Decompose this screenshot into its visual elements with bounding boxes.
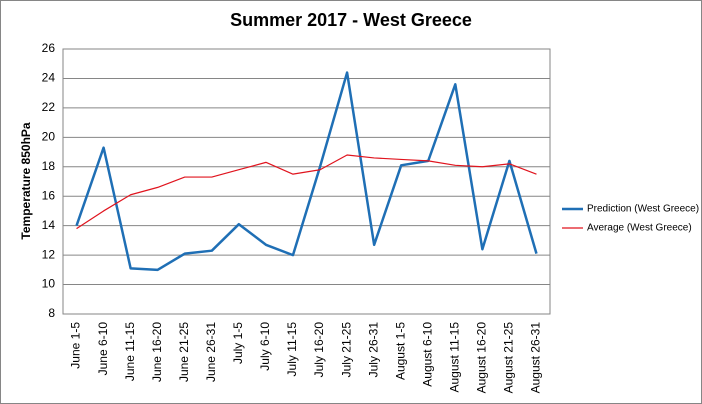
series-line (75, 71, 538, 272)
legend-label: Prediction (West Greece) (587, 204, 699, 215)
x-tick-label: August 16-20 (475, 322, 489, 394)
x-tick-label: July 11-15 (285, 322, 299, 377)
x-tick-label: July 16-20 (312, 322, 326, 378)
legend-label: Average (West Greece) (587, 223, 692, 234)
x-tick-label: June 16-20 (150, 322, 164, 382)
x-tick-label: July 1-5 (231, 322, 245, 364)
y-tick-label: 12 (42, 247, 56, 261)
x-tick-label: June 6-10 (96, 322, 110, 376)
x-tick-label: June 21-25 (177, 322, 191, 382)
chart-title: Summer 2017 - West Greece (230, 10, 472, 30)
y-axis-label: Temperature 850hPa (19, 122, 33, 239)
x-tick-label: July 6-10 (258, 322, 272, 371)
x-tick-label: August 21-25 (502, 322, 516, 394)
y-tick-label: 10 (42, 277, 56, 291)
x-tick-label: July 26-31 (366, 322, 380, 378)
y-tick-label: 8 (48, 306, 55, 320)
y-tick-label: 24 (42, 71, 56, 85)
y-tick-label: 22 (42, 100, 56, 114)
x-tick-label: August 26-31 (529, 322, 543, 394)
x-tick-label: August 1-5 (393, 322, 407, 380)
x-tick-label: August 6-10 (420, 322, 434, 387)
y-tick-label: 14 (42, 218, 56, 232)
y-tick-label: 26 (42, 41, 56, 55)
x-tick-label: June 11-15 (123, 322, 137, 381)
y-tick-label: 16 (42, 188, 56, 202)
x-tick-label: August 11-15 (447, 322, 461, 393)
x-tick-label: June 26-31 (204, 322, 218, 382)
y-tick-label: 20 (42, 130, 56, 144)
x-tick-label: July 21-25 (339, 322, 353, 378)
x-tick-label: June 1-5 (69, 322, 83, 369)
y-tick-label: 18 (42, 159, 56, 173)
series-line (76, 154, 537, 230)
